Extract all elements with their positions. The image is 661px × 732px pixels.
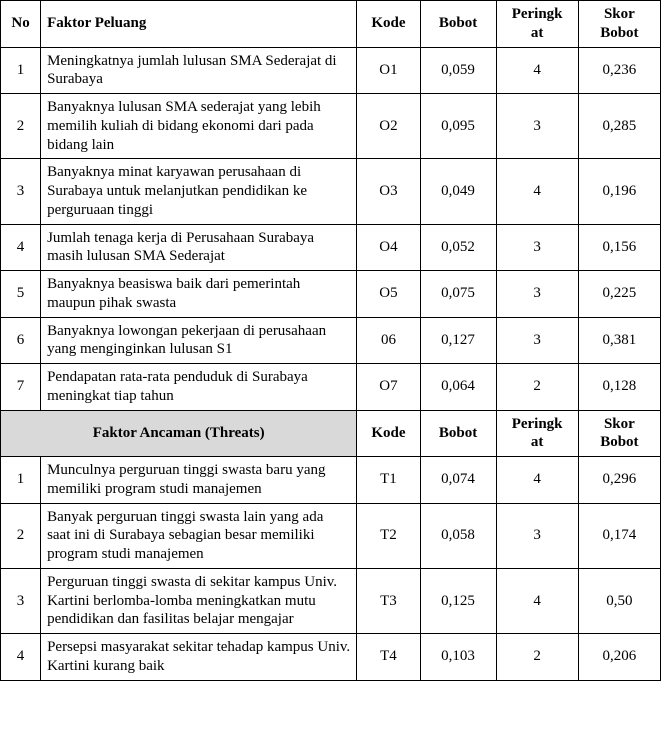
threat-factor: Banyak perguruan tinggi swasta lain yang… xyxy=(41,503,357,568)
threat-peringkat: 4 xyxy=(496,568,578,633)
opportunity-factor: Pendapatan rata-rata penduduk di Surabay… xyxy=(41,364,357,411)
opportunity-factor: Banyaknya beasiswa baik dari pemerintah … xyxy=(41,271,357,318)
opportunity-row: 1Meningkatnya jumlah lulusan SMA Sederaj… xyxy=(1,47,661,94)
threat-no: 2 xyxy=(1,503,41,568)
threat-factor: Munculnya perguruan tinggi swasta baru y… xyxy=(41,457,357,504)
threats-header-kode: Kode xyxy=(357,410,420,457)
opportunity-kode: 06 xyxy=(357,317,420,364)
opportunity-factor: Banyaknya lulusan SMA sederajat yang leb… xyxy=(41,94,357,159)
opportunity-bobot: 0,052 xyxy=(420,224,496,271)
threat-skor: 0,50 xyxy=(578,568,660,633)
threat-kode: T1 xyxy=(357,457,420,504)
threat-peringkat: 2 xyxy=(496,634,578,681)
opportunity-peringkat: 4 xyxy=(496,159,578,224)
threat-bobot: 0,125 xyxy=(420,568,496,633)
opportunity-bobot: 0,049 xyxy=(420,159,496,224)
opportunity-kode: O4 xyxy=(357,224,420,271)
header-row: No Faktor Peluang Kode Bobot Peringkat S… xyxy=(1,1,661,48)
opportunity-kode: O5 xyxy=(357,271,420,318)
opportunity-no: 5 xyxy=(1,271,41,318)
opportunity-row: 2Banyaknya lulusan SMA sederajat yang le… xyxy=(1,94,661,159)
header-peringkat: Peringkat xyxy=(496,1,578,48)
opportunity-factor: Meningkatnya jumlah lulusan SMA Sederaja… xyxy=(41,47,357,94)
threat-kode: T3 xyxy=(357,568,420,633)
opportunity-bobot: 0,064 xyxy=(420,364,496,411)
threats-header-skor: SkorBobot xyxy=(578,410,660,457)
opportunity-row: 4Jumlah tenaga kerja di Perusahaan Surab… xyxy=(1,224,661,271)
opportunity-row: 3Banyaknya minat karyawan perusahaan di … xyxy=(1,159,661,224)
header-no: No xyxy=(1,1,41,48)
opportunity-kode: O7 xyxy=(357,364,420,411)
threat-kode: T4 xyxy=(357,634,420,681)
opportunity-no: 1 xyxy=(1,47,41,94)
threat-factor: Perguruan tinggi swasta di sekitar kampu… xyxy=(41,568,357,633)
header-kode: Kode xyxy=(357,1,420,48)
threat-skor: 0,174 xyxy=(578,503,660,568)
threat-bobot: 0,074 xyxy=(420,457,496,504)
opportunity-factor: Banyaknya lowongan pekerjaan di perusaha… xyxy=(41,317,357,364)
opportunity-factor: Banyaknya minat karyawan perusahaan di S… xyxy=(41,159,357,224)
threat-row: 3Perguruan tinggi swasta di sekitar kamp… xyxy=(1,568,661,633)
threat-row: 4Persepsi masyarakat sekitar tehadap kam… xyxy=(1,634,661,681)
threat-factor: Persepsi masyarakat sekitar tehadap kamp… xyxy=(41,634,357,681)
opportunity-no: 2 xyxy=(1,94,41,159)
threat-kode: T2 xyxy=(357,503,420,568)
opportunity-skor: 0,128 xyxy=(578,364,660,411)
threat-peringkat: 3 xyxy=(496,503,578,568)
opportunity-peringkat: 3 xyxy=(496,271,578,318)
opportunity-no: 6 xyxy=(1,317,41,364)
opportunity-factor: Jumlah tenaga kerja di Perusahaan Suraba… xyxy=(41,224,357,271)
threat-row: 1Munculnya perguruan tinggi swasta baru … xyxy=(1,457,661,504)
threats-header-peringkat: Peringkat xyxy=(496,410,578,457)
opportunity-peringkat: 3 xyxy=(496,94,578,159)
header-bobot: Bobot xyxy=(420,1,496,48)
threats-header-bobot: Bobot xyxy=(420,410,496,457)
opportunity-bobot: 0,075 xyxy=(420,271,496,318)
opportunity-skor: 0,236 xyxy=(578,47,660,94)
opportunity-kode: O1 xyxy=(357,47,420,94)
opportunity-peringkat: 4 xyxy=(496,47,578,94)
opportunity-peringkat: 3 xyxy=(496,224,578,271)
threat-bobot: 0,058 xyxy=(420,503,496,568)
opportunity-kode: O2 xyxy=(357,94,420,159)
opportunity-no: 7 xyxy=(1,364,41,411)
threat-bobot: 0,103 xyxy=(420,634,496,681)
threat-row: 2Banyak perguruan tinggi swasta lain yan… xyxy=(1,503,661,568)
opportunity-no: 4 xyxy=(1,224,41,271)
threat-no: 3 xyxy=(1,568,41,633)
opportunity-row: 6Banyaknya lowongan pekerjaan di perusah… xyxy=(1,317,661,364)
header-faktor-peluang: Faktor Peluang xyxy=(41,1,357,48)
opportunity-skor: 0,285 xyxy=(578,94,660,159)
opportunity-skor: 0,225 xyxy=(578,271,660,318)
opportunity-bobot: 0,059 xyxy=(420,47,496,94)
opportunity-peringkat: 3 xyxy=(496,317,578,364)
opportunity-peringkat: 2 xyxy=(496,364,578,411)
threat-skor: 0,296 xyxy=(578,457,660,504)
opportunity-skor: 0,381 xyxy=(578,317,660,364)
opportunity-bobot: 0,095 xyxy=(420,94,496,159)
opportunity-row: 7Pendapatan rata-rata penduduk di Suraba… xyxy=(1,364,661,411)
threat-no: 1 xyxy=(1,457,41,504)
opportunity-skor: 0,156 xyxy=(578,224,660,271)
header-skor-bobot: SkorBobot xyxy=(578,1,660,48)
opportunity-no: 3 xyxy=(1,159,41,224)
threats-title: Faktor Ancaman (Threats) xyxy=(1,410,357,457)
opportunity-skor: 0,196 xyxy=(578,159,660,224)
opportunity-kode: O3 xyxy=(357,159,420,224)
threat-peringkat: 4 xyxy=(496,457,578,504)
opportunity-bobot: 0,127 xyxy=(420,317,496,364)
threat-no: 4 xyxy=(1,634,41,681)
swot-table: No Faktor Peluang Kode Bobot Peringkat S… xyxy=(0,0,661,681)
threat-skor: 0,206 xyxy=(578,634,660,681)
threats-header-row: Faktor Ancaman (Threats) Kode Bobot Peri… xyxy=(1,410,661,457)
opportunity-row: 5Banyaknya beasiswa baik dari pemerintah… xyxy=(1,271,661,318)
